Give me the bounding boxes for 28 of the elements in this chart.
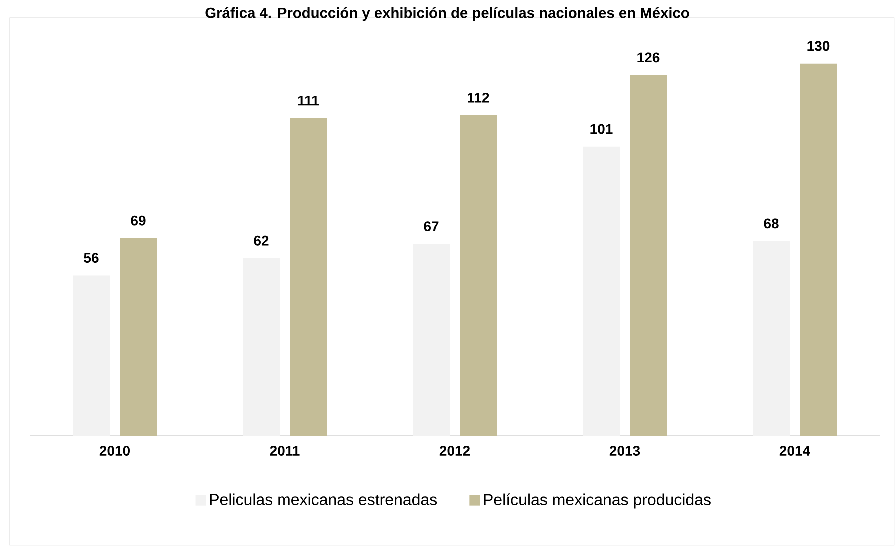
bar [243,258,280,436]
data-label: 67 [424,222,439,232]
data-label: 111 [298,96,320,106]
x-tick-label: 2011 [270,446,300,456]
bar [800,64,838,436]
legend-label: Peliculas mexicanas estrenadas [210,494,438,506]
data-label: 101 [590,124,613,134]
x-tick-label: 2010 [100,446,130,456]
data-label: 112 [468,92,490,103]
data-label: 56 [84,253,99,264]
bar [413,244,450,436]
data-label: 130 [808,41,830,52]
bar [753,241,790,436]
bar [460,115,498,436]
data-label: 126 [638,52,660,63]
bar [290,118,328,436]
x-tick-label: 2013 [610,446,640,456]
data-label: 68 [764,218,779,229]
legend-label: Películas mexicanas producidas [484,494,711,509]
bar [630,75,668,436]
data-label: 62 [254,236,269,246]
bar [583,146,620,436]
x-tick-label: 2014 [780,446,810,456]
x-tick-label: 2012 [440,446,470,456]
bar [120,238,158,436]
bar [73,276,110,436]
data-label: 69 [131,216,146,226]
chart-title: Gráfica 4. Producción y exhibición de películas nacionales en México [206,7,690,22]
